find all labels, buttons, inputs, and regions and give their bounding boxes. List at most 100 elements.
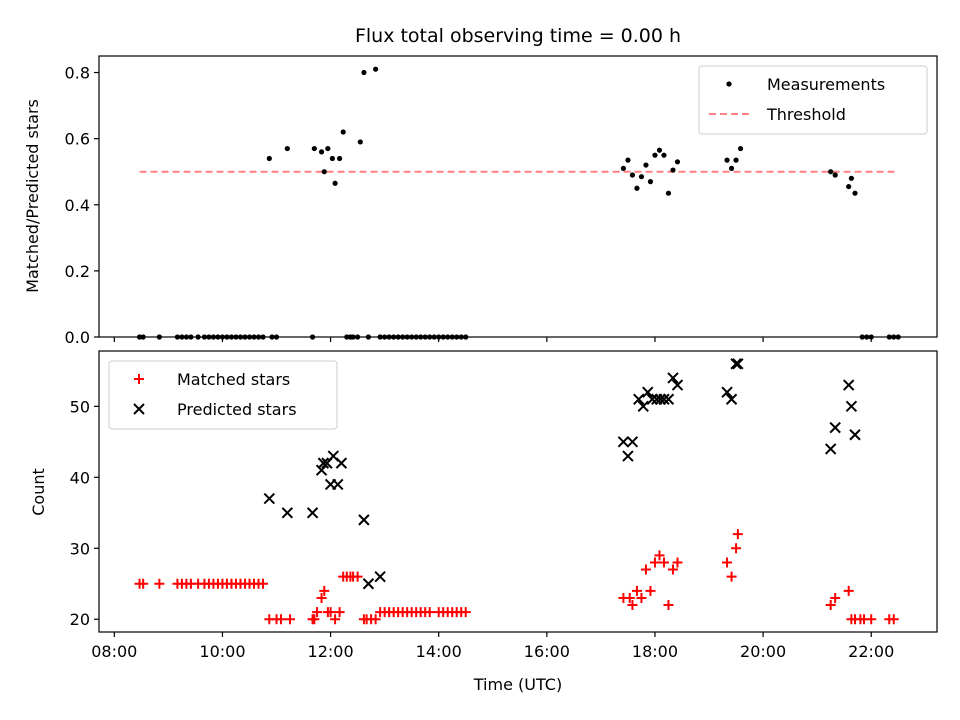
legend-label: Measurements [767, 75, 885, 94]
matched-star-point [732, 529, 743, 540]
measurement-point [436, 334, 442, 340]
top-y-tick-label: 0.8 [65, 64, 90, 83]
measurement-point [246, 334, 253, 340]
measurement-point [852, 190, 858, 196]
predicted-star-point [374, 570, 386, 583]
measurement-point [395, 334, 401, 340]
measurement-point [318, 149, 325, 155]
predicted-star-point [617, 436, 630, 448]
measurement-point [656, 147, 663, 153]
top-legend: Measurements Threshold [698, 65, 928, 135]
predicted-star-point [849, 429, 861, 441]
measurement-point [219, 334, 226, 340]
measurement-point [237, 334, 244, 340]
matched-star-point [640, 564, 651, 575]
measurement-point [638, 174, 645, 180]
predicted-star-point [642, 386, 654, 398]
measurement-point [210, 334, 217, 340]
measurement-point [365, 334, 372, 340]
measurement-point [848, 175, 854, 181]
measurement-point [311, 145, 317, 152]
legend-marker-measurements [726, 81, 732, 87]
measurement-point [195, 334, 201, 340]
predicted-star-point [725, 393, 738, 405]
measurement-point [329, 155, 335, 162]
predicted-star-point [824, 443, 837, 455]
predicted-star-point [842, 379, 855, 391]
bottom-plot-area [134, 358, 899, 625]
predicted-star-point [317, 457, 330, 469]
top-legend-box [698, 65, 928, 135]
measurement-point [449, 334, 455, 340]
measurement-point [183, 334, 190, 340]
x-tick-label: 10:00 [199, 642, 245, 661]
measurement-point [156, 334, 162, 340]
matched-star-point [672, 557, 683, 568]
predicted-star-point [637, 400, 649, 413]
matched-star-point [319, 585, 330, 596]
predicted-star-point [662, 393, 675, 405]
predicted-star-point [671, 379, 684, 391]
top-y-tick-label: 0.4 [65, 196, 90, 215]
measurement-point [868, 334, 874, 340]
matched-star-point [825, 600, 836, 611]
measurement-point [737, 145, 744, 152]
predicted-star-point [730, 358, 742, 370]
matched-star-point [888, 614, 899, 625]
matched-star-point [285, 614, 296, 625]
measurement-point [404, 334, 410, 340]
predicted-star-point [829, 421, 841, 434]
x-tick-label: 08:00 [91, 642, 137, 661]
x-tick-label: 14:00 [416, 642, 462, 661]
bottom-legend: Matched stars Predicted stars [108, 360, 338, 430]
predicted-star-point [335, 457, 348, 469]
x-axis-label: Time (UTC) [473, 675, 562, 694]
measurement-point [269, 334, 275, 340]
measurement-point [386, 334, 392, 340]
matched-star-point [330, 614, 341, 625]
top-y-tick-label: 0.6 [65, 130, 90, 149]
measurement-point [309, 334, 316, 340]
measurement-point [340, 129, 346, 135]
measurement-point [891, 334, 897, 340]
measurement-point [643, 162, 649, 168]
measurement-point [418, 334, 424, 340]
matched-star-point [460, 607, 471, 618]
measurement-point [409, 334, 415, 340]
measurement-point [251, 334, 257, 340]
measurement-point [242, 334, 248, 340]
measurement-point [373, 66, 379, 72]
matched-star-point [830, 592, 841, 603]
measurement-point [357, 139, 363, 145]
matched-star-point [154, 578, 165, 589]
x-tick-label: 22:00 [848, 642, 894, 661]
matched-star-point [667, 564, 678, 575]
measurement-point [629, 172, 636, 178]
legend-marker-predicted [133, 403, 145, 415]
matched-star-point [276, 614, 287, 625]
measurement-point [625, 157, 631, 163]
bottom-panel: 20 30 40 50 08:00 10:00 12:00 14:00 16:00 18:00 20… [70, 350, 938, 661]
predicted-star-point [332, 478, 344, 491]
predicted-star-point [622, 450, 634, 462]
x-tick-label: 16:00 [524, 642, 570, 661]
bottom-y-tick-label: 30 [70, 539, 90, 558]
measurement-point [336, 155, 343, 162]
matched-star-point [424, 607, 435, 618]
matched-star-point [722, 557, 733, 568]
matched-star-point [309, 614, 320, 625]
measurement-point [665, 190, 672, 196]
matched-star-point [631, 585, 642, 596]
matched-star-point [334, 607, 345, 618]
top-axes-frame [98, 55, 938, 338]
matched-star-point [726, 571, 737, 582]
measurement-point [355, 334, 361, 340]
measurement-point [382, 334, 388, 340]
predicted-star-point [721, 386, 733, 398]
measurement-point [864, 334, 870, 340]
measurement-point [445, 334, 451, 340]
bottom-y-axis-label: Count [29, 468, 48, 516]
top-y-tick-label: 0.2 [65, 262, 90, 281]
measurement-point [728, 165, 735, 171]
